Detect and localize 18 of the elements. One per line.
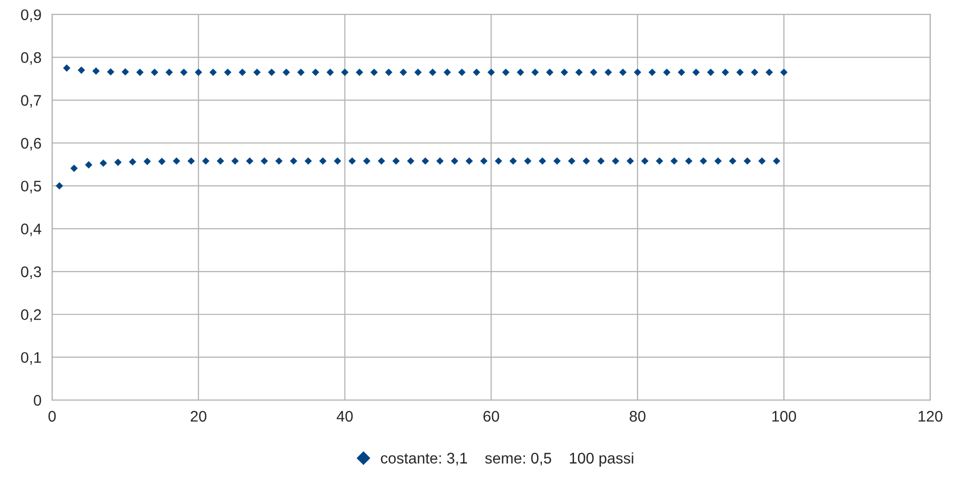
y-tick-label: 0,9: [21, 9, 41, 22]
y-tick-label: 0,2: [21, 309, 41, 322]
legend-label: costante: 3,1 seme: 0,5 100 passi: [380, 452, 634, 467]
x-tick-label: 60: [483, 410, 500, 422]
y-tick-label: 0,7: [21, 95, 41, 108]
y-tick-label: 0,8: [21, 52, 42, 65]
x-tick-label: 100: [772, 410, 796, 422]
y-tick-label: 0: [34, 394, 42, 406]
x-tick-label: 0: [48, 410, 56, 422]
x-tick-label: 20: [190, 410, 206, 422]
y-tick-label: 0,3: [21, 266, 42, 280]
y-tick-label: 0,6: [21, 138, 42, 150]
x-tick-label: 120: [918, 410, 942, 422]
x-tick-label: 80: [630, 410, 646, 422]
y-tick-label: 0,1: [21, 352, 41, 365]
y-tick-label: 0,4: [21, 224, 42, 236]
x-tick-label: 40: [336, 410, 353, 422]
y-tick-label: 0,5: [21, 180, 42, 194]
